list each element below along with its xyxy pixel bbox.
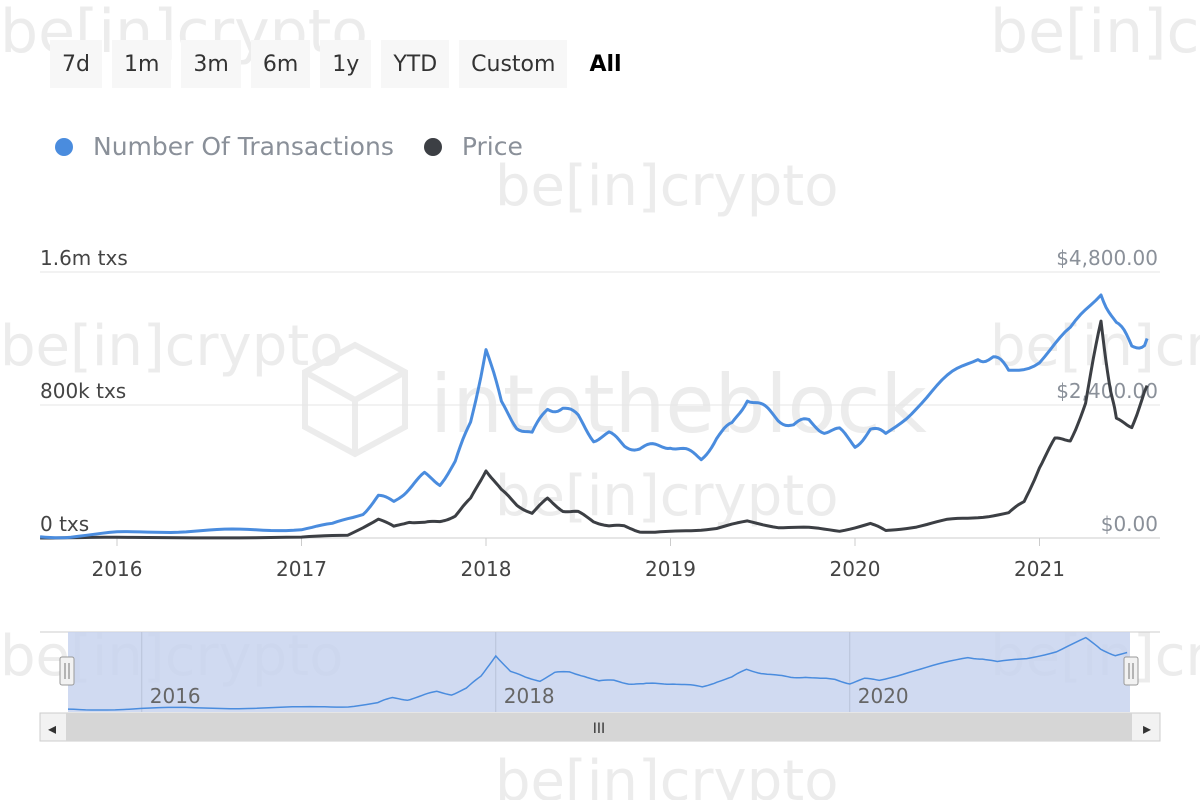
legend-marker-price [423,137,442,156]
watermark-text: be[in]crypto [990,624,1200,689]
legend-label-transactions: Number Of Transactions [93,132,394,161]
range-button-ytd[interactable]: YTD [381,40,450,88]
x-tick-label: 2018 [461,557,512,581]
intotheblock-logo [302,341,408,458]
navigator-handle-right[interactable] [1123,656,1139,686]
x-tick-label: 2017 [276,557,327,581]
legend-marker-transactions [55,137,73,156]
y-right-tick-label: $0.00 [1101,512,1158,536]
legend-label-price: Price [461,132,523,161]
x-axis-labels: 2016 2017 2018 2019 2020 2021 [92,538,1065,581]
legend-item-price[interactable]: Price [423,132,523,161]
range-button-7d[interactable]: 7d [50,40,102,88]
watermark-text: be[in]crypto [495,464,838,529]
x-tick-label: 2019 [645,557,696,581]
x-tick-label: 2016 [92,557,143,581]
watermark-text: be[in]crypto [495,749,838,800]
range-button-1m[interactable]: 1m [111,40,172,88]
range-selector: 7d 1m 3m 6m 1y YTD Custom All [50,40,634,88]
series-line-transactions[interactable] [39,293,1149,540]
watermark-text: be[in]crypto [990,0,1200,67]
series-line-price[interactable] [40,319,1149,540]
range-button-6m[interactable]: 6m [250,40,311,88]
y-left-tick-label: 800k txs [40,379,126,403]
y-right-tick-label: $4,800.00 [1056,246,1158,270]
watermark-text: be[in]crypto [0,624,343,689]
x-tick-label: 2021 [1014,557,1065,581]
navigator-handle-left[interactable] [59,656,75,686]
x-tick-label: 2020 [830,557,881,581]
chart-legend: Number Of Transactions Price [55,132,523,161]
range-button-custom[interactable]: Custom [459,40,568,88]
range-button-1y[interactable]: 1y [320,40,372,88]
chart-gridlines [40,271,1160,539]
scrollbar-thumb[interactable] [66,713,1132,741]
watermark-text: be[in]crypto [495,154,838,219]
range-button-all[interactable]: All [577,40,633,88]
scroll-left-arrow[interactable]: ◂ [48,719,56,738]
legend-item-transactions[interactable]: Number Of Transactions [55,132,394,161]
y-left-tick-label: 0 txs [40,512,89,536]
watermark-text: be[in]crypto [0,314,343,379]
y-left-tick-label: 1.6m txs [40,246,128,270]
scroll-right-arrow[interactable]: ▸ [1143,719,1151,738]
range-button-3m[interactable]: 3m [181,40,241,88]
